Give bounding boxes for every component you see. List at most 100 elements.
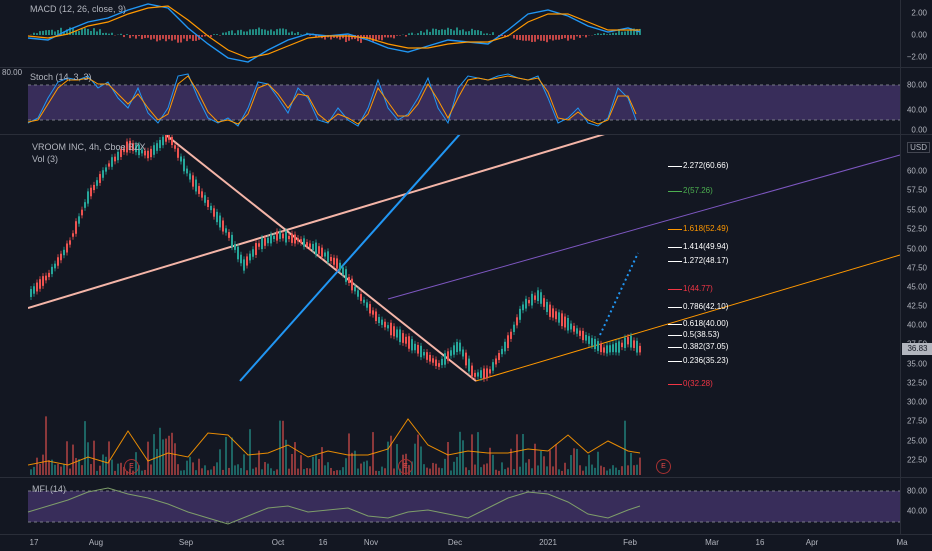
candle-body	[249, 254, 251, 261]
macd-histogram-bar	[243, 31, 245, 35]
candle-body	[156, 143, 158, 151]
fib-level-line[interactable]	[668, 191, 682, 192]
fib-level-line[interactable]	[668, 166, 682, 167]
macd-histogram-bar	[399, 35, 401, 36]
volume-bar	[570, 455, 572, 475]
macd-histogram-bar	[249, 29, 251, 35]
macd-histogram-bar	[474, 30, 476, 35]
price-axis[interactable]: 60.00 57.50 55.00 52.50 50.00 47.50 45.0…	[900, 135, 932, 477]
macd-plot[interactable]	[28, 0, 900, 67]
price-tick: 40.00	[907, 321, 927, 330]
fib-level-line[interactable]	[668, 347, 682, 348]
candle-body	[36, 283, 38, 292]
candle-body	[363, 300, 365, 303]
macd-tick: 0.00	[911, 31, 927, 40]
volume-bar	[378, 471, 380, 475]
fib-level-line[interactable]	[668, 247, 682, 248]
volume-bar	[639, 458, 641, 475]
earnings-marker[interactable]: E	[656, 459, 671, 474]
time-tick: 17	[30, 538, 39, 547]
volume-bar	[456, 457, 458, 475]
macd-histogram-bar	[297, 32, 299, 35]
volume-bar	[381, 467, 383, 475]
macd-axis[interactable]: 2.00 0.00 −2.00	[900, 0, 932, 67]
candle-body	[57, 257, 59, 265]
volume-bar	[453, 462, 455, 475]
stoch-plot[interactable]	[28, 68, 900, 134]
volume-bar	[324, 465, 326, 475]
fib-level-line[interactable]	[668, 289, 682, 290]
volume-bar	[357, 469, 359, 475]
candle-body	[513, 325, 515, 332]
trendline-blue	[240, 135, 468, 381]
macd-histogram-bar	[144, 35, 146, 38]
mfi-axis[interactable]: 80.00 40.00	[900, 478, 932, 534]
volume-bar	[552, 466, 554, 475]
macd-histogram-bar	[174, 35, 176, 40]
macd-histogram-bar	[561, 35, 563, 39]
volume-bar	[180, 471, 182, 475]
fib-level-line[interactable]	[668, 324, 682, 325]
candle-body	[303, 238, 305, 246]
volume-bar	[273, 471, 275, 475]
candle-body	[48, 273, 50, 277]
volume-bar	[615, 468, 617, 475]
volume-bar	[423, 464, 425, 475]
stoch-pane[interactable]: Stoch (14, 3, 3) 80.00 80.00 40.00 0.00	[0, 68, 932, 134]
macd-histogram-bar	[606, 34, 608, 35]
time-tick: Dec	[448, 538, 462, 547]
volume-bar	[252, 469, 254, 475]
fib-level-label: 0.236(35.23)	[683, 356, 728, 365]
macd-histogram-bar	[147, 35, 149, 38]
candle-body	[30, 289, 32, 297]
volume-bar	[501, 462, 503, 475]
candle-body	[504, 342, 506, 352]
candle-body	[255, 243, 257, 255]
fib-level-line[interactable]	[668, 307, 682, 308]
fib-level-line[interactable]	[668, 261, 682, 262]
fib-level-line[interactable]	[668, 335, 682, 336]
price-plot[interactable]: 2.272(60.66)2(57.26)1.618(52.49)1.414(49…	[28, 135, 900, 477]
candle-body	[153, 145, 155, 155]
candle-body	[234, 244, 236, 250]
candle-body	[534, 295, 536, 299]
candle-body	[438, 363, 440, 367]
mfi-pane[interactable]: MFI (14) 80.00 40.00	[0, 478, 932, 534]
volume-bar	[519, 467, 521, 475]
volume-bar	[474, 465, 476, 475]
candle-body	[60, 254, 62, 261]
candle-body	[300, 239, 302, 243]
volume-bar	[195, 470, 197, 475]
macd-histogram-bar	[465, 32, 467, 35]
volume-bar	[459, 432, 461, 475]
price-tick: 60.00	[907, 167, 927, 176]
price-tick: 47.50	[907, 264, 927, 273]
candles	[30, 135, 641, 382]
candle-body	[591, 338, 593, 346]
macd-pane[interactable]: MACD (12, 26, close, 9) 2.00 0.00 −2.00	[0, 0, 932, 67]
currency-button[interactable]: USD	[907, 142, 930, 153]
macd-svg	[28, 0, 900, 67]
time-axis[interactable]: 17 Aug Sep Oct 16 Nov Dec 2021 Feb Mar 1…	[0, 534, 932, 551]
projection-dotted	[600, 253, 638, 335]
volume-bar	[147, 442, 149, 475]
volume-bar	[564, 463, 566, 475]
macd-histogram-bar	[177, 35, 179, 43]
volume-bar	[333, 471, 335, 475]
stoch-axis[interactable]: 80.00 40.00 0.00	[900, 68, 932, 134]
symbol-label[interactable]: VROOM INC, 4h, Cboe BZX	[32, 142, 146, 152]
candle-body	[207, 200, 209, 207]
macd-histogram-bar	[120, 34, 122, 35]
price-pane[interactable]: 2.272(60.66)2(57.26)1.618(52.49)1.414(49…	[0, 135, 932, 477]
fib-level-line[interactable]	[668, 384, 682, 385]
fib-level-line[interactable]	[668, 229, 682, 230]
candle-body	[243, 259, 245, 270]
candle-body	[324, 252, 326, 256]
fib-level-line[interactable]	[668, 361, 682, 362]
candle-body	[486, 368, 488, 378]
earnings-marker[interactable]: E	[124, 459, 139, 474]
candle-body	[51, 267, 53, 274]
earnings-marker[interactable]: E	[398, 459, 413, 474]
mfi-plot[interactable]	[28, 478, 900, 534]
candle-body	[564, 317, 566, 328]
